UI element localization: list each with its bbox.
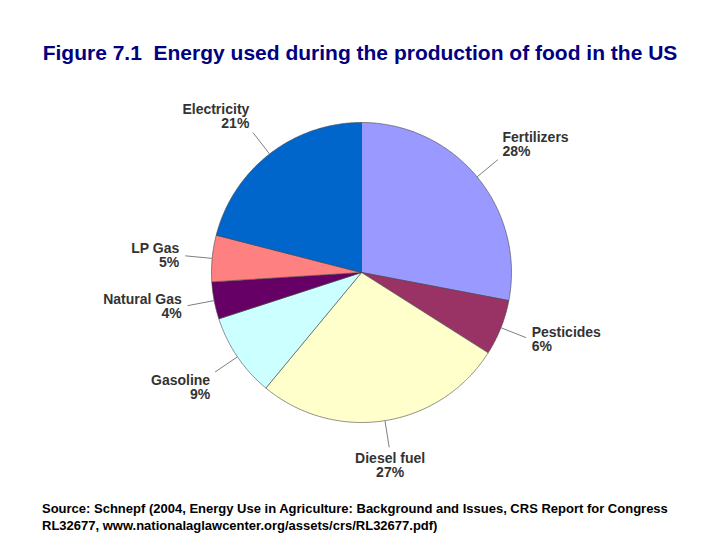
svg-text:Pesticides6%: Pesticides6% [532, 324, 601, 354]
svg-text:Natural Gas4%: Natural Gas4% [103, 291, 182, 321]
svg-text:Fertilizers28%: Fertilizers28% [503, 129, 569, 159]
svg-text:Diesel fuel27%: Diesel fuel27% [355, 450, 425, 480]
html-text:Figure 7.1 Energy used during: Figure 7.1 Energy used during the produc… [42, 41, 678, 64]
svg-text:Gasoline9%: Gasoline9% [151, 372, 211, 402]
svg-text:LP Gas5%: LP Gas5% [131, 240, 180, 270]
svg-text:Electricity21%: Electricity21% [182, 101, 249, 131]
html-text:Source: Schnepf (2004, Energy: Source: Schnepf (2004, Energy Use in Agr… [42, 501, 668, 533]
